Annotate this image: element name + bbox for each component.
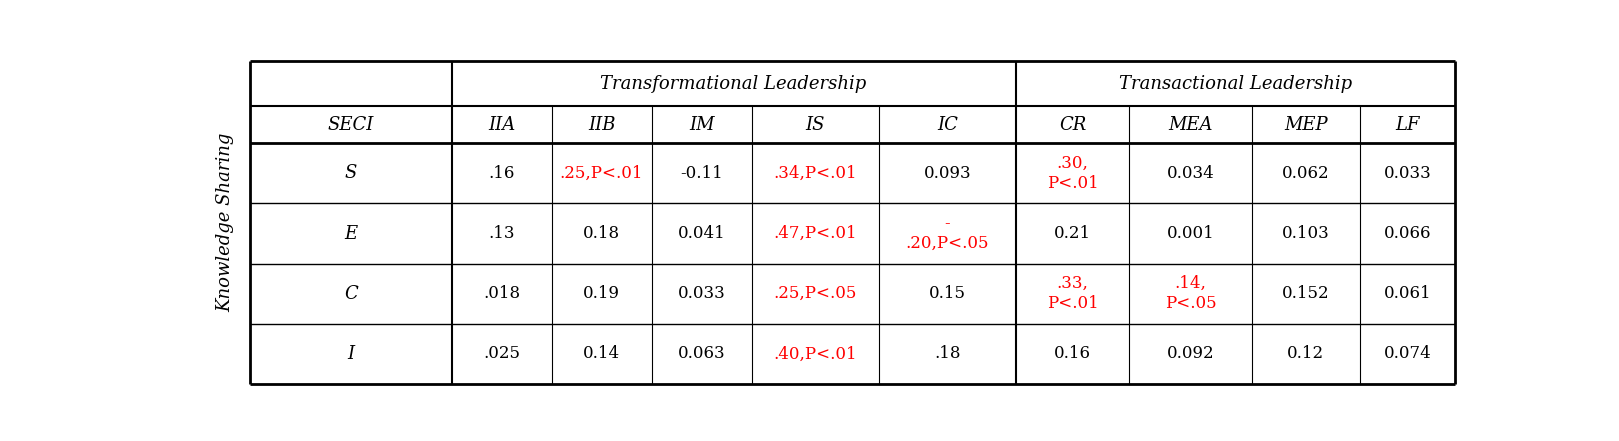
Text: 0.152: 0.152 [1282, 285, 1329, 302]
Text: 0.14: 0.14 [583, 345, 620, 363]
Text: -0.11: -0.11 [680, 165, 724, 182]
Text: 0.041: 0.041 [678, 225, 725, 242]
Text: .25,P<.01: .25,P<.01 [560, 165, 643, 182]
Text: IS: IS [806, 116, 826, 134]
Text: Transactional Leadership: Transactional Leadership [1119, 75, 1352, 93]
Text: .34,P<.01: .34,P<.01 [774, 165, 858, 182]
Text: .18: .18 [934, 345, 960, 363]
Text: .33,
P<.01: .33, P<.01 [1046, 275, 1098, 312]
Text: 0.12: 0.12 [1287, 345, 1324, 363]
Text: I: I [346, 345, 355, 363]
Text: 0.18: 0.18 [583, 225, 620, 242]
Text: IM: IM [688, 116, 714, 134]
Text: CR: CR [1059, 116, 1086, 134]
Text: Transformational Leadership: Transformational Leadership [601, 75, 866, 93]
Text: 0.063: 0.063 [678, 345, 725, 363]
Text: .13: .13 [489, 225, 515, 242]
Text: LF: LF [1396, 116, 1420, 134]
Text: 0.16: 0.16 [1054, 345, 1091, 363]
Text: 0.062: 0.062 [1282, 165, 1329, 182]
Text: 0.21: 0.21 [1054, 225, 1091, 242]
Text: MEA: MEA [1169, 116, 1213, 134]
Text: 0.033: 0.033 [1384, 165, 1431, 182]
Text: 0.001: 0.001 [1167, 225, 1214, 242]
Text: C: C [343, 285, 358, 303]
Text: 0.034: 0.034 [1167, 165, 1214, 182]
Text: 0.066: 0.066 [1384, 225, 1431, 242]
Text: 0.19: 0.19 [583, 285, 620, 302]
Text: 0.103: 0.103 [1282, 225, 1329, 242]
Text: .16: .16 [489, 165, 515, 182]
Text: 0.15: 0.15 [929, 285, 967, 302]
Text: IIA: IIA [487, 116, 515, 134]
Text: 0.092: 0.092 [1167, 345, 1214, 363]
Text: IIB: IIB [588, 116, 615, 134]
Text: 0.033: 0.033 [678, 285, 725, 302]
Text: .47,P<.01: .47,P<.01 [774, 225, 858, 242]
Text: S: S [345, 164, 356, 182]
Text: MEP: MEP [1284, 116, 1328, 134]
Text: .018: .018 [482, 285, 520, 302]
Text: -
.20,P<.05: - .20,P<.05 [905, 215, 989, 252]
Text: SECI: SECI [327, 116, 374, 134]
Text: .25,P<.05: .25,P<.05 [774, 285, 856, 302]
Text: .40,P<.01: .40,P<.01 [774, 345, 858, 363]
Text: 0.061: 0.061 [1384, 285, 1431, 302]
Text: .14,
P<.05: .14, P<.05 [1164, 275, 1216, 312]
Text: 0.093: 0.093 [924, 165, 971, 182]
Text: IC: IC [937, 116, 958, 134]
Text: E: E [345, 224, 358, 243]
Text: Knowledge Sharing: Knowledge Sharing [215, 133, 235, 312]
Text: 0.074: 0.074 [1384, 345, 1431, 363]
Text: .025: .025 [482, 345, 520, 363]
Text: .30,
P<.01: .30, P<.01 [1046, 155, 1098, 192]
